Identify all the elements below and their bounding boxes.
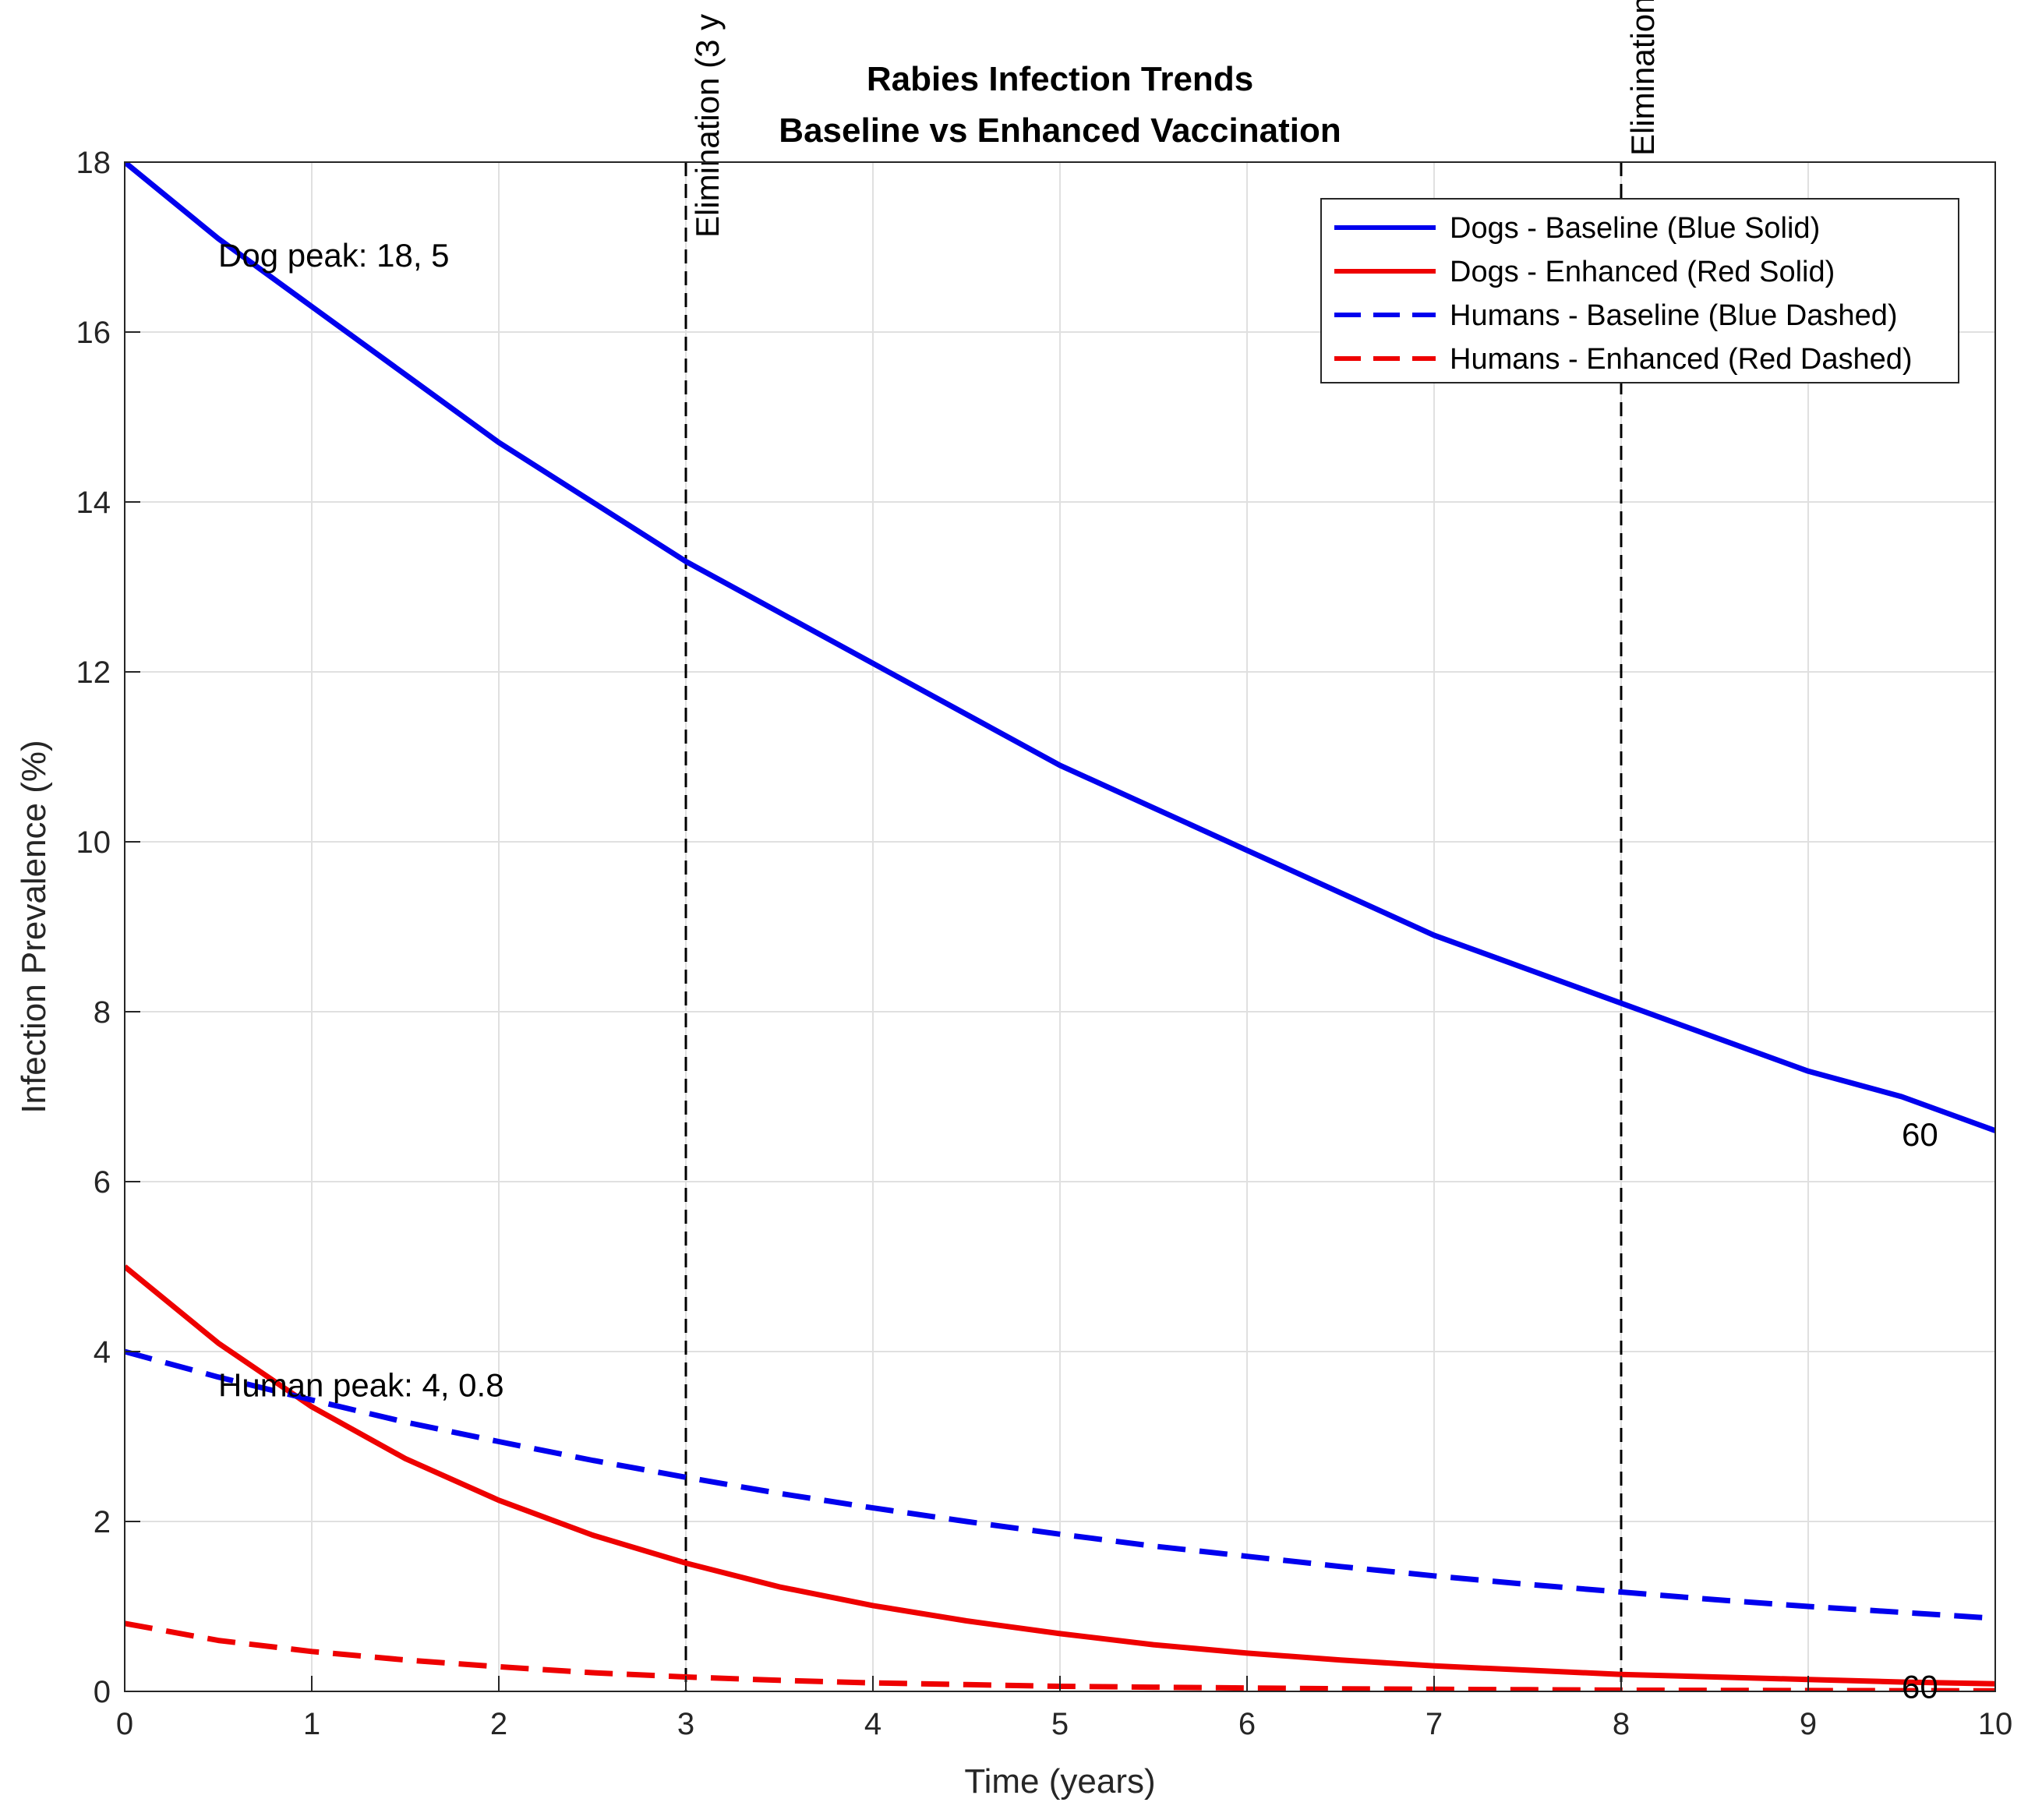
y-tick-label: 10 (76, 825, 111, 860)
elimination-label-group: Elimination (8 y (1624, 0, 1661, 156)
series-line-1 (125, 162, 1995, 1133)
y-tick-label: 0 (94, 1675, 111, 1709)
legend[interactable]: Dogs - Baseline (Blue Solid) Dogs - Enhan… (1320, 198, 1959, 383)
y-tick-label: 8 (94, 995, 111, 1030)
y-tick-label: 2 (94, 1505, 111, 1539)
x-tick-label: 4 (864, 1707, 881, 1741)
x-tick-label: 6 (1238, 1707, 1256, 1741)
y-tick-label: 12 (76, 656, 111, 690)
annotation-label: Human peak: 4, 0.8 (218, 1367, 504, 1404)
y-axis-label: Infection Prevalence (%) (15, 740, 53, 1113)
series-line-2 (125, 1264, 1995, 1687)
x-tick-label: 7 (1426, 1707, 1443, 1741)
chart-title-line-1: Rabies Infection Trends (867, 60, 1253, 98)
y-tick-label: 14 (76, 486, 111, 520)
x-tick-label: 0 (116, 1707, 133, 1741)
elimination-lines: Elimination (3 y Elimination (8 y (684, 0, 1661, 1691)
elimination-label: Elimination (3 y (689, 14, 726, 238)
chart-title-line-2: Baseline vs Enhanced Vaccination (779, 111, 1341, 150)
annotations: Dog peak: 18, 5 Human peak: 4, 0.8 60 60 (218, 237, 1938, 1705)
y-tick-label: 6 (94, 1165, 111, 1200)
y-tick-label: 18 (76, 146, 111, 180)
y-tick-label: 4 (94, 1335, 111, 1369)
x-tick-label: 1 (303, 1707, 320, 1741)
annotation-label: Dog peak: 18, 5 (218, 237, 450, 274)
y-tick-label: 16 (76, 316, 111, 350)
x-tick-label: 3 (677, 1707, 694, 1741)
series-line-3 (125, 1348, 1995, 1621)
x-axis-label: Time (years) (964, 1762, 1155, 1801)
x-tick-label: 2 (490, 1707, 507, 1741)
annotation-label: 60 (1902, 1669, 1938, 1705)
legend-entry-3[interactable]: Humans - Baseline (Blue Dashed) (1450, 299, 1898, 332)
x-tick-label: 9 (1800, 1707, 1817, 1741)
legend-entry-1[interactable]: Dogs - Baseline (Blue Solid) (1450, 212, 1820, 245)
x-tick-label: 10 (1978, 1707, 2013, 1741)
annotation-label: 60 (1902, 1116, 1938, 1153)
legend-entry-2[interactable]: Dogs - Enhanced (Red Solid) (1450, 256, 1835, 288)
legend-entry-4[interactable]: Humans - Enhanced (Red Dashed) (1450, 343, 1913, 376)
elimination-label: Elimination (8 y (1624, 0, 1661, 156)
elimination-label-group: Elimination (3 y (689, 14, 726, 238)
x-tick-label: 8 (1613, 1707, 1630, 1741)
x-tick-label: 5 (1051, 1707, 1069, 1741)
